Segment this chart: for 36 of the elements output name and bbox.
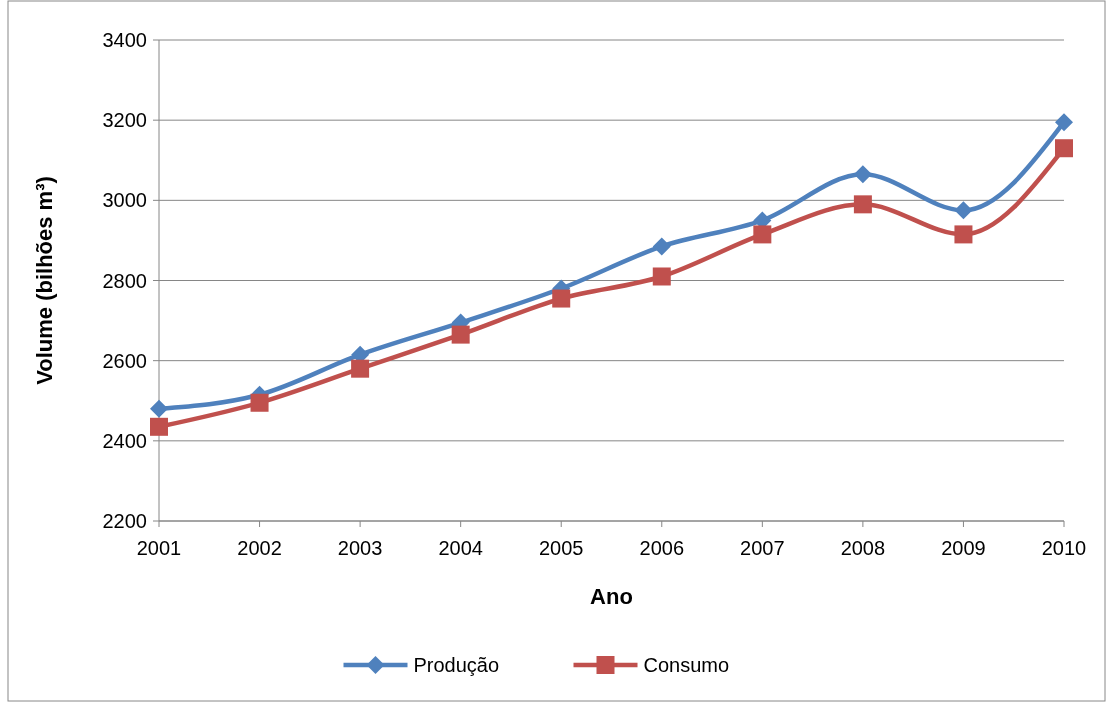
y-tick-label: 2200 <box>102 510 147 532</box>
point <box>853 165 872 184</box>
x-tick-label: 2007 <box>740 537 785 559</box>
point <box>150 399 168 418</box>
x-tick-label: 2002 <box>237 537 282 559</box>
y-tick-label: 2800 <box>102 269 147 292</box>
point <box>954 225 973 244</box>
x-tick-label: 2006 <box>639 537 685 559</box>
y-tick-label: 2400 <box>102 429 147 452</box>
x-tick-label: 2010 <box>1041 537 1087 559</box>
point <box>150 417 168 436</box>
y-tick-label: 2600 <box>102 349 147 372</box>
x-tick-label: 2003 <box>337 537 383 559</box>
x-tick-label: 2001 <box>136 537 182 559</box>
x-tick-label: 2005 <box>538 537 584 559</box>
x-tick-label: 2009 <box>941 537 986 559</box>
x-tick-label: 2008 <box>840 537 886 559</box>
y-tick-label: 3400 <box>102 29 147 51</box>
y-tick-label: 3200 <box>102 109 147 132</box>
legend-label: Produção <box>413 654 500 676</box>
point <box>853 195 872 214</box>
x-tick-label: 2004 <box>438 537 483 559</box>
point <box>250 393 269 412</box>
point <box>954 201 973 220</box>
point <box>552 289 571 308</box>
point <box>652 237 671 256</box>
legend-label: Consumo <box>643 654 730 676</box>
x-axis-title: Ano <box>590 584 633 609</box>
point <box>451 325 470 344</box>
point <box>1055 139 1073 158</box>
point <box>652 267 671 286</box>
y-axis-title: Volume (bilhões m³) <box>32 176 57 385</box>
point <box>1055 113 1073 132</box>
y-tick-label: 3000 <box>102 189 147 212</box>
point <box>753 225 772 244</box>
point <box>351 359 370 378</box>
